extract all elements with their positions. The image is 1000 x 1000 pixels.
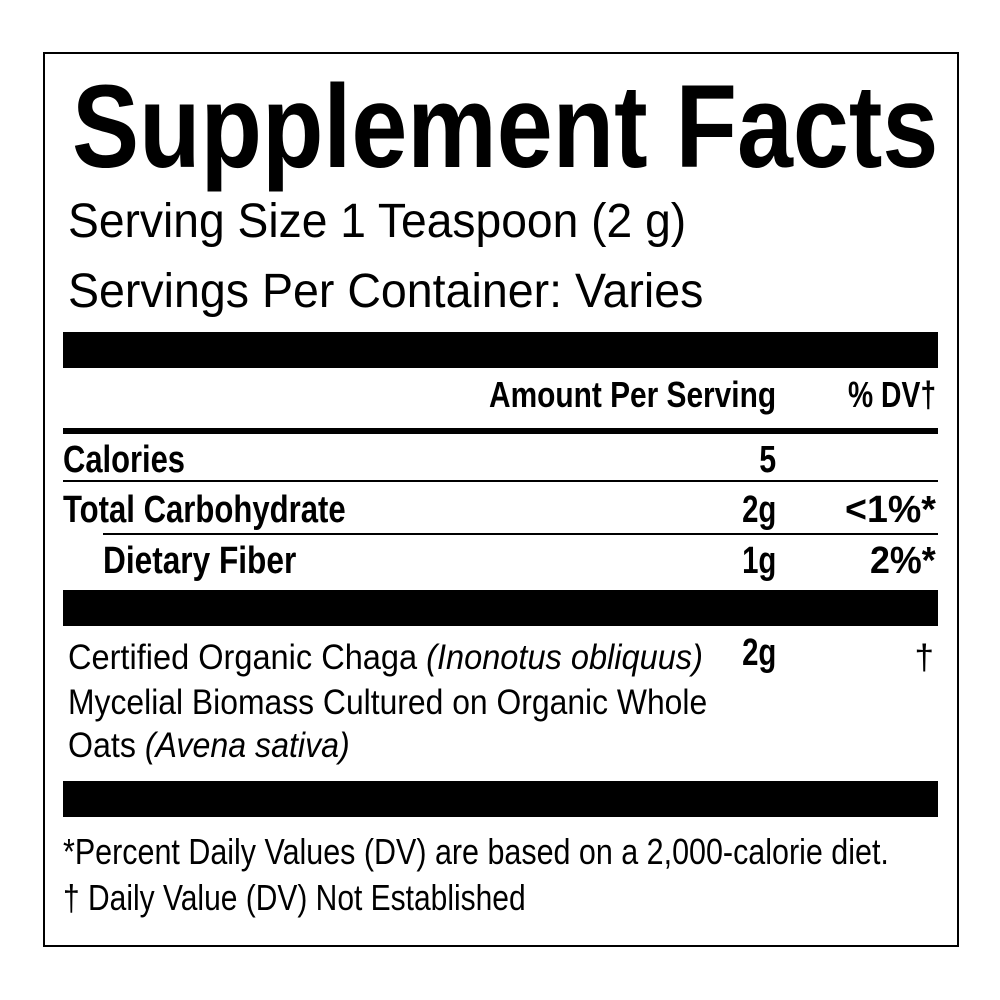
ingredient-text: Certified Organic Chaga [68,638,427,677]
nutrient-amount: 1g [741,540,776,582]
nutrient-dv: <1%* [845,489,936,531]
nutrient-name: Total Carbohydrate [63,489,346,531]
amount-per-serving-header: Amount Per Serving [488,374,776,415]
ingredient-latin-name: (Inonotus obliquus) [426,638,703,677]
nutrient-name: Dietary Fiber [103,540,297,582]
footnote-dv-not-established: † Daily Value (DV) Not Established [63,877,526,918]
label-frame [43,52,959,947]
divider-bar [63,332,938,368]
dv-header: % DV† [847,374,936,415]
divider-bar [63,590,938,626]
ingredient-latin-name: (Avena sativa) [144,726,350,765]
ingredient-amount: 2g [741,632,776,674]
nutrient-name: Calories [63,439,185,481]
servings-per-container: Servings Per Container: Varies [68,265,704,318]
row-rule [63,480,938,482]
nutrient-amount: 2g [741,489,776,531]
header-rule [63,428,938,434]
row-rule [103,533,938,535]
nutrient-dv: 2%* [870,540,936,582]
divider-bar [63,781,938,817]
footnote-percent-dv: *Percent Daily Values (DV) are based on … [63,831,889,872]
label-title: Supplement Facts [72,61,939,193]
serving-size: Serving Size 1 Teaspoon (2 g) [68,195,687,248]
ingredient-text: Oats [68,726,145,765]
ingredient-line-3: Oats (Avena sativa) [68,728,350,763]
nutrient-amount: 5 [759,439,776,481]
ingredient-line-2: Mycelial Biomass Cultured on Organic Who… [68,683,708,722]
ingredient-dv: † [914,638,934,677]
ingredient-line-1: Certified Organic Chaga (Inonotus obliqu… [68,640,703,675]
